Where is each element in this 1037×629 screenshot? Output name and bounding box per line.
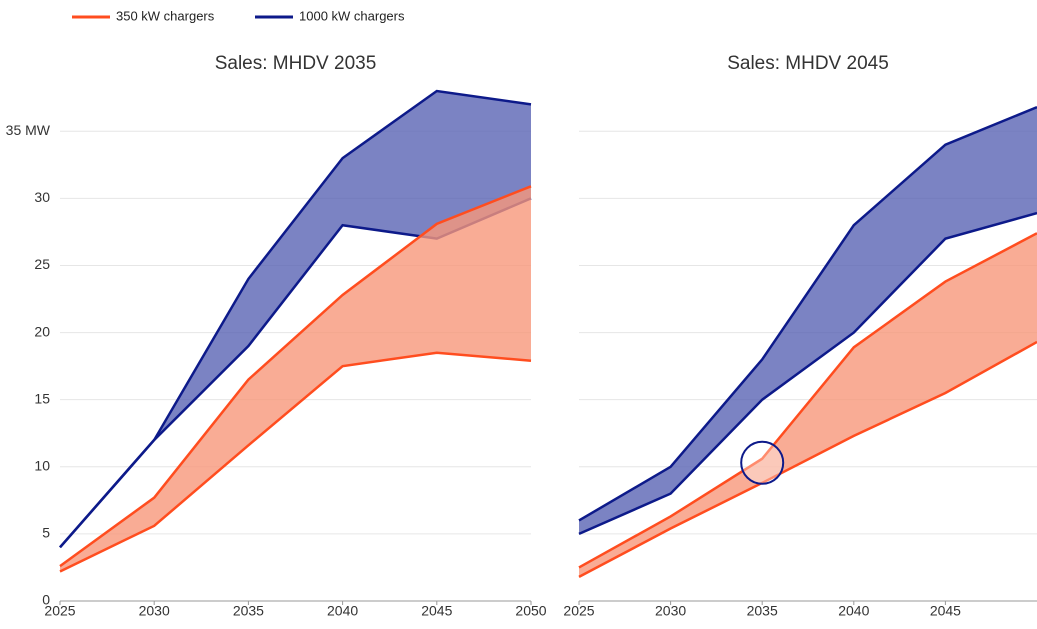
x-tick-label: 2050 <box>515 603 546 619</box>
range-area <box>60 91 531 548</box>
legend-label: 1000 kW chargers <box>299 8 405 23</box>
y-tick-label: 25 <box>34 256 50 272</box>
x-tick-label: 2025 <box>563 603 594 619</box>
range-area <box>579 107 1037 534</box>
x-tick-label: 2030 <box>139 603 170 619</box>
range-line-low <box>578 340 1037 578</box>
x-tick-label: 2045 <box>930 603 961 619</box>
range-area <box>60 186 531 572</box>
chart-title: Sales: MHDV 2045 <box>727 53 889 74</box>
x-tick-label: 2035 <box>233 603 264 619</box>
x-tick-label: 2035 <box>747 603 778 619</box>
highlight-circle <box>740 440 785 485</box>
y-tick-label: 10 <box>34 457 50 473</box>
y-tick-label: 5 <box>42 525 50 541</box>
x-tick-label: 2030 <box>655 603 686 619</box>
y-tick-label: 35 MW <box>6 122 51 138</box>
y-tick-label: 15 <box>34 390 50 406</box>
range-area <box>579 233 1037 577</box>
range-line-low <box>578 211 1037 536</box>
y-tick-label: 0 <box>42 592 50 608</box>
x-tick-label: 2040 <box>327 603 358 619</box>
x-tick-label: 2045 <box>421 603 452 619</box>
y-tick-label: 30 <box>34 189 50 205</box>
range-line-high <box>578 105 1037 522</box>
range-line-high <box>59 185 532 568</box>
legend-label: 350 kW chargers <box>116 8 215 23</box>
range-line-low <box>59 351 532 573</box>
chart-title: Sales: MHDV 2035 <box>215 53 377 74</box>
x-tick-label: 2025 <box>44 603 75 619</box>
range-line-high <box>578 232 1037 569</box>
x-tick-label: 2040 <box>838 603 869 619</box>
y-tick-label: 20 <box>34 323 50 339</box>
